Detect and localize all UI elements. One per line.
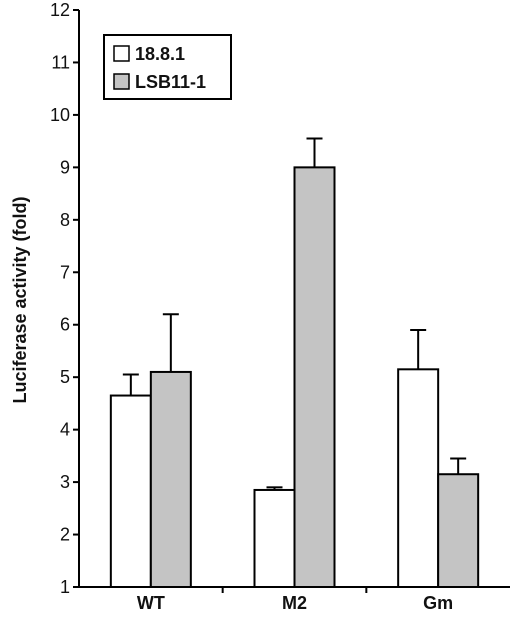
error-bar-lsb11-1-m2 bbox=[306, 137, 323, 168]
bar-lsb11-1-gm bbox=[437, 473, 480, 588]
bar-18-8-1-m2 bbox=[253, 488, 296, 588]
error-bar-lsb11-1-wt bbox=[162, 313, 179, 372]
bar-lsb11-1-wt bbox=[149, 370, 192, 588]
y-tick-label-11: 11 bbox=[51, 52, 70, 72]
legend: 18.8.1 LSB11-1 bbox=[103, 34, 232, 100]
error-bar-18-8-1-m2 bbox=[266, 486, 283, 490]
y-tick-label-9: 9 bbox=[60, 157, 70, 177]
y-tick-label-8: 8 bbox=[60, 210, 70, 230]
legend-label-18-8-1: 18.8.1 bbox=[135, 44, 185, 64]
bar-18-8-1-gm bbox=[397, 368, 440, 588]
y-tick-label-2: 2 bbox=[60, 525, 70, 545]
y-tick-label-4: 4 bbox=[60, 420, 70, 440]
x-tick-label-m2: M2 bbox=[282, 593, 307, 613]
bar-lsb11-1-m2 bbox=[293, 166, 336, 588]
y-tick-label-3: 3 bbox=[60, 472, 70, 492]
y-tick-label-5: 5 bbox=[60, 367, 70, 387]
y-axis-title: Luciferase activity (fold) bbox=[10, 196, 30, 403]
error-bar-18-8-1-gm bbox=[410, 328, 427, 370]
x-tick-label-gm: Gm bbox=[423, 593, 453, 613]
legend-swatch-lsb11-1 bbox=[113, 73, 130, 90]
y-tick-label-7: 7 bbox=[60, 262, 70, 282]
y-tick-label-1: 1 bbox=[60, 577, 70, 597]
bar-18-8-1-wt bbox=[109, 394, 152, 589]
y-tick-label-12: 12 bbox=[50, 0, 70, 20]
error-bar-lsb11-1-gm bbox=[450, 457, 467, 475]
legend-label-lsb11-1: LSB11-1 bbox=[135, 72, 206, 92]
y-tick-label-6: 6 bbox=[60, 315, 70, 335]
y-tick-label-10: 10 bbox=[50, 105, 70, 125]
error-bar-18-8-1-wt bbox=[122, 373, 139, 396]
x-tick-label-wt: WT bbox=[137, 593, 165, 613]
plot-area bbox=[109, 137, 480, 589]
legend-swatch-18-8-1 bbox=[113, 45, 130, 62]
